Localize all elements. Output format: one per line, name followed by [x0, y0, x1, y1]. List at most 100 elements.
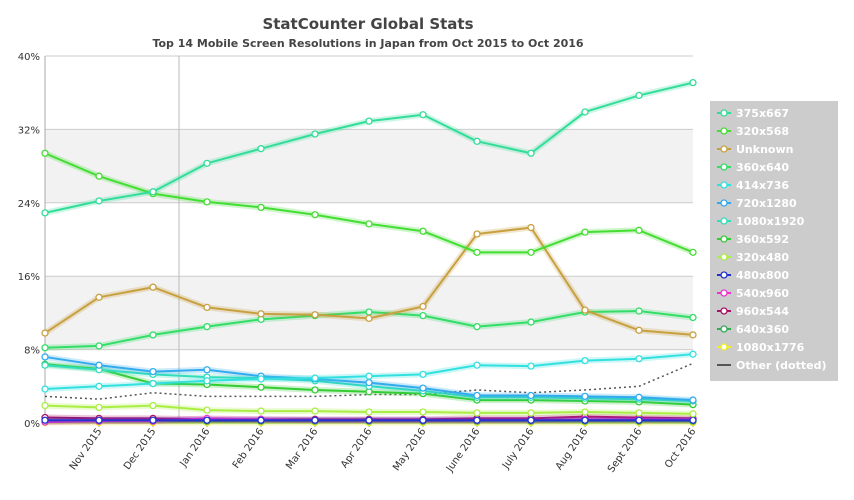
y-tick-label: 40% [18, 52, 40, 63]
data-point [149, 416, 157, 424]
data-point [149, 283, 157, 291]
legend-label: Unknown [736, 143, 793, 156]
data-point [203, 159, 211, 167]
x-tick-label: Aug 2016 [554, 426, 591, 472]
data-point [689, 248, 697, 256]
series-line [44, 362, 694, 400]
data-point [581, 356, 589, 365]
chart-title: StatCounter Global Stats [262, 15, 473, 33]
series-lines [41, 78, 697, 427]
data-point [419, 370, 427, 379]
data-point [365, 372, 373, 380]
legend-label: 414x736 [736, 179, 789, 192]
legend-marker [720, 163, 728, 171]
x-tick-label: Dec 2015 [122, 426, 159, 472]
data-point [689, 416, 697, 424]
legend-label: 320x568 [736, 125, 789, 138]
legend-marker [720, 235, 728, 243]
data-point [527, 318, 535, 326]
data-point [203, 303, 211, 312]
data-point [365, 314, 373, 323]
data-point [419, 408, 427, 416]
legend-label: 360x592 [736, 233, 789, 246]
data-point [257, 145, 265, 153]
data-point [419, 384, 427, 392]
data-point [689, 313, 697, 322]
data-point [149, 401, 157, 410]
data-point [365, 117, 373, 125]
data-point [203, 198, 211, 206]
data-point [203, 366, 211, 374]
data-point [635, 326, 643, 334]
data-point [635, 416, 643, 424]
data-point [635, 91, 643, 100]
legend: 375x667 320x568 Unknown 360x640 414x736 720x1… [710, 101, 838, 381]
legend-marker [720, 343, 728, 351]
data-point [257, 383, 265, 391]
data-point [257, 407, 265, 415]
data-point [689, 331, 697, 339]
x-tick-label: Nov 2015 [68, 426, 105, 472]
chart-subtitle: Top 14 Mobile Screen Resolutions in Japa… [152, 37, 583, 50]
data-point [95, 172, 103, 180]
data-point [365, 308, 373, 316]
x-axis: Nov 2015 Dec 2015 Jan 2016 Feb 2016 Mar 2016… [68, 423, 698, 475]
data-point [419, 302, 427, 311]
data-point [419, 227, 427, 235]
data-point [149, 379, 157, 388]
data-point [473, 391, 481, 400]
data-point [257, 203, 265, 212]
x-tick-label: June 2016 [444, 426, 482, 474]
data-point [527, 391, 535, 400]
x-tick-label: Feb 2016 [231, 426, 267, 470]
x-tick-label: Oct 2016 [663, 426, 698, 470]
data-point [149, 367, 157, 376]
legend-marker [720, 271, 728, 279]
x-tick-label: July 2016 [500, 426, 536, 471]
legend-marker [720, 127, 728, 135]
data-point [419, 416, 427, 424]
data-point [581, 306, 589, 314]
data-point [95, 403, 103, 412]
data-point [635, 226, 643, 234]
data-point [581, 408, 589, 416]
data-point [311, 311, 319, 319]
data-point [419, 312, 427, 320]
data-point [41, 149, 49, 157]
legend-marker [720, 181, 728, 189]
data-point [311, 130, 319, 138]
data-point [365, 416, 373, 424]
data-point [365, 408, 373, 416]
data-point [689, 396, 697, 404]
legend-label: 640x360 [736, 323, 789, 336]
legend-label: 960x544 [736, 305, 789, 318]
data-point [257, 310, 265, 318]
x-tick-label: Sept 2016 [606, 426, 644, 474]
legend-marker [720, 325, 728, 333]
data-point [473, 323, 481, 331]
data-point [581, 108, 589, 116]
data-point [581, 416, 589, 424]
legend-marker [720, 109, 728, 117]
data-point [635, 409, 643, 417]
data-point [635, 355, 643, 363]
data-point [527, 362, 535, 370]
data-point [95, 342, 103, 350]
data-point [473, 137, 481, 145]
data-point [311, 386, 319, 394]
x-tick-label: Mar 2016 [284, 426, 320, 471]
data-point [527, 149, 535, 157]
data-point [527, 409, 535, 417]
data-point [311, 211, 319, 219]
data-point [581, 228, 589, 236]
legend-marker [720, 307, 728, 315]
legend-marker [720, 253, 728, 261]
data-point [473, 230, 481, 238]
y-tick-label: 24% [18, 199, 40, 210]
legend-label: Other (dotted) [736, 359, 827, 372]
legend-marker [720, 289, 728, 297]
data-point [473, 416, 481, 424]
data-point [581, 392, 589, 401]
legend-label: 720x1280 [736, 197, 797, 210]
